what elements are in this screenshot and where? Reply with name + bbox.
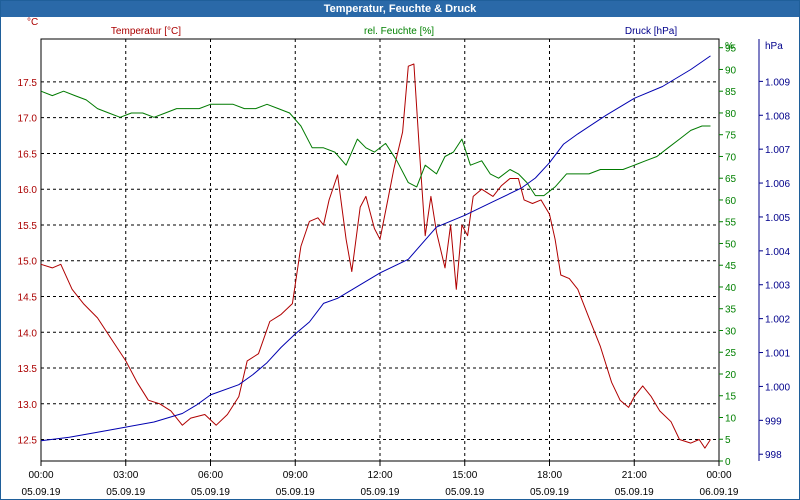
x-tick-date: 06.09.19	[700, 487, 739, 498]
pressure-axis-label: Druck [hPa]	[625, 26, 677, 37]
pressure-line	[40, 55, 711, 442]
temperature-line	[40, 63, 711, 449]
humidity-tick-label: 90	[725, 65, 737, 76]
grid	[41, 39, 719, 461]
pressure-tick-label: 1.002	[765, 315, 790, 326]
x-tick-time: 18:00	[537, 470, 562, 481]
pressure-tick-label: 1.004	[765, 247, 790, 258]
humidity-tick-label: 30	[725, 326, 737, 337]
humidity-tick-label: 45	[725, 261, 737, 272]
temp-tick-label: 15.0	[18, 257, 38, 268]
humidity-tick-label: 95	[725, 44, 737, 55]
pressure-tick-label: 1.003	[765, 281, 790, 292]
humidity-line	[40, 90, 711, 197]
temp-tick-label: 14.5	[18, 292, 38, 303]
humidity-tick-label: 20	[725, 370, 737, 381]
x-tick-date: 05.09.19	[276, 487, 315, 498]
humidity-unit-label: %	[725, 41, 734, 52]
window-title: Temperatur, Feuchte & Druck	[1, 1, 799, 17]
x-tick-time: 00:00	[706, 470, 731, 481]
humidity-tick-label: 80	[725, 109, 737, 120]
humidity-tick-label: 65	[725, 174, 737, 185]
temp-unit-label: °C	[27, 17, 38, 28]
x-tick-time: 12:00	[367, 470, 392, 481]
pressure-tick-label: 1.001	[765, 349, 790, 360]
pressure-tick-label: 1.008	[765, 111, 790, 122]
x-tick-date: 05.09.19	[615, 487, 654, 498]
pressure-tick-label: 1.007	[765, 145, 790, 156]
humidity-tick-label: 85	[725, 87, 737, 98]
x-tick-time: 03:00	[113, 470, 138, 481]
humidity-tick-label: 5	[725, 435, 731, 446]
temp-tick-label: 13.5	[18, 364, 38, 375]
humidity-tick-label: 15	[725, 392, 737, 403]
humidity-tick-label: 40	[725, 283, 737, 294]
pressure-unit-label: hPa	[765, 41, 783, 52]
pressure-tick-label: 1.006	[765, 179, 790, 190]
x-tick-time: 15:00	[452, 470, 477, 481]
temp-tick-label: 17.5	[18, 78, 38, 89]
temp-tick-label: 16.0	[18, 185, 38, 196]
temp-tick-label: 16.5	[18, 149, 38, 160]
humidity-tick-label: 60	[725, 196, 737, 207]
pressure-tick-label: 1.000	[765, 382, 790, 393]
humidity-tick-label: 55	[725, 218, 737, 229]
temp-axis-label: Temperatur [°C]	[111, 26, 181, 37]
temp-tick-label: 17.0	[18, 114, 38, 125]
series-lines	[40, 55, 711, 449]
temp-tick-label: 12.5	[18, 436, 38, 447]
humidity-tick-label: 70	[725, 152, 737, 163]
y-axis-ticks: 12.5 13.0 13.5 14.0 14.5 15.0 15.5 16.0 16.5 17.0…	[18, 39, 790, 468]
humidity-tick-label: 10	[725, 413, 737, 424]
x-tick-date: 05.09.19	[445, 487, 484, 498]
x-tick-date: 05.09.19	[191, 487, 230, 498]
x-tick-time: 21:00	[622, 470, 647, 481]
humidity-tick-label: 0	[725, 457, 731, 468]
pressure-tick-label: 1.005	[765, 213, 790, 224]
x-tick-date: 05.09.19	[22, 487, 61, 498]
temp-tick-label: 15.5	[18, 221, 38, 232]
x-axis-ticks: 00:00 05.09.19 03:00 05.09.19 06:00 05.09.19 0…	[22, 461, 739, 498]
x-tick-date: 05.09.19	[106, 487, 145, 498]
x-tick-time: 09:00	[283, 470, 308, 481]
temp-tick-label: 14.0	[18, 328, 38, 339]
chart: 12.5 13.0 13.5 14.0 14.5 15.0 15.5 16.0 16.5 17.0…	[18, 17, 791, 498]
x-tick-date: 05.09.19	[361, 487, 400, 498]
x-tick-date: 05.09.19	[530, 487, 569, 498]
axis-labels: °C Temperatur [°C] rel. Feuchte [%] Druc…	[27, 17, 783, 52]
humidity-tick-label: 25	[725, 348, 737, 359]
humidity-axis-label: rel. Feuchte [%]	[364, 26, 434, 37]
humidity-tick-label: 50	[725, 239, 737, 250]
humidity-tick-label: 75	[725, 131, 737, 142]
x-tick-time: 06:00	[198, 470, 223, 481]
temp-tick-label: 13.0	[18, 400, 38, 411]
x-tick-time: 00:00	[28, 470, 53, 481]
pressure-tick-label: 998	[765, 450, 782, 461]
pressure-tick-label: 1.009	[765, 77, 790, 88]
humidity-tick-label: 35	[725, 305, 737, 316]
pressure-tick-label: 999	[765, 416, 782, 427]
